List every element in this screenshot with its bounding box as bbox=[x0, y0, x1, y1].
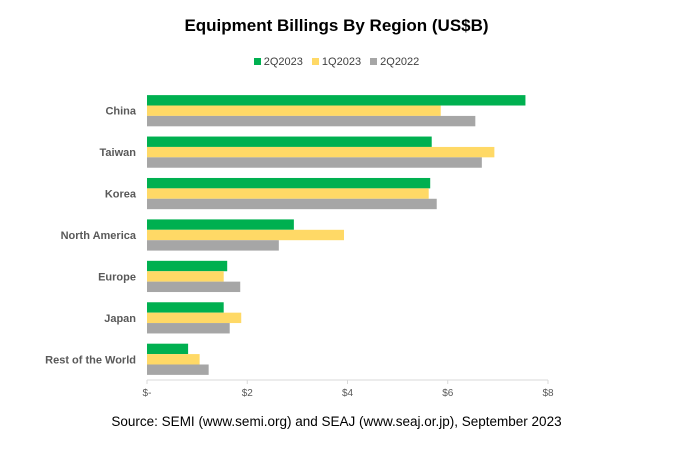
bar-japan-2q2022 bbox=[147, 323, 230, 334]
legend-entry-2q2023: 2Q2023 bbox=[253, 56, 303, 68]
category-label-europe: Europe bbox=[98, 271, 136, 283]
bar-north-america-2q2022 bbox=[147, 240, 279, 251]
chart-title: Equipment Billings By Region (US$B) bbox=[184, 16, 489, 35]
legend-swatch-2q2023 bbox=[253, 58, 261, 65]
category-label-rest-of-the-world: Rest of the World bbox=[45, 354, 136, 366]
bar-japan-2q2023 bbox=[147, 302, 224, 313]
legend-entry-2q2022: 2Q2022 bbox=[370, 56, 419, 68]
legend-swatch-2q2022 bbox=[370, 58, 378, 65]
legend-label-1q2023: 1Q2023 bbox=[321, 56, 362, 68]
bar-taiwan-2q2023 bbox=[147, 136, 432, 147]
legend-label-2q2023: 2Q2023 bbox=[263, 56, 303, 68]
bar-chart-plot: China Taiwan Korea North America Europe Japan… bbox=[45, 95, 554, 399]
x-tick-label: $6 bbox=[442, 388, 454, 399]
bar-japan-1q2023 bbox=[147, 312, 242, 324]
source-note: Source: SEMI (www.semi.org) and SEAJ (ww… bbox=[111, 414, 562, 429]
legend-swatch-1q2023 bbox=[311, 58, 319, 65]
legend-entry-1q2023: 1Q2023 bbox=[311, 56, 362, 68]
category-label-north-america: North America bbox=[61, 230, 137, 242]
legend-label-2q2022: 2Q2022 bbox=[380, 56, 420, 68]
bar-korea-2q2023 bbox=[147, 177, 431, 189]
bar-north-america-1q2023 bbox=[147, 229, 344, 241]
bar-europe-2q2022 bbox=[147, 281, 241, 293]
bar-north-america-2q2023 bbox=[147, 219, 294, 230]
x-tick-label: $2 bbox=[242, 388, 254, 399]
bar-rest-of-the-world-2q2022 bbox=[147, 364, 209, 375]
category-label-korea: Korea bbox=[105, 189, 137, 201]
bar-korea-1q2023 bbox=[147, 188, 429, 199]
x-tick-label: $4 bbox=[342, 388, 354, 399]
category-label-taiwan: Taiwan bbox=[100, 147, 137, 159]
bar-europe-2q2023 bbox=[147, 260, 228, 272]
bar-rest-of-the-world-1q2023 bbox=[147, 354, 200, 365]
bar-rest-of-the-world-2q2023 bbox=[147, 343, 189, 355]
bar-china-2q2023 bbox=[147, 95, 526, 106]
bar-europe-1q2023 bbox=[147, 271, 224, 282]
legend: 2Q2023 1Q2023 2Q2022 bbox=[0, 56, 673, 68]
bar-china-1q2023 bbox=[147, 105, 441, 116]
bar-china-2q2022 bbox=[147, 115, 476, 127]
x-tick-label: $- bbox=[143, 388, 152, 399]
category-label-china: China bbox=[105, 106, 136, 118]
category-label-japan: Japan bbox=[104, 313, 136, 325]
bar-taiwan-2q2022 bbox=[147, 157, 482, 168]
x-tick-label: $8 bbox=[542, 388, 554, 399]
bar-korea-2q2022 bbox=[147, 198, 437, 210]
bar-taiwan-1q2023 bbox=[147, 146, 495, 158]
